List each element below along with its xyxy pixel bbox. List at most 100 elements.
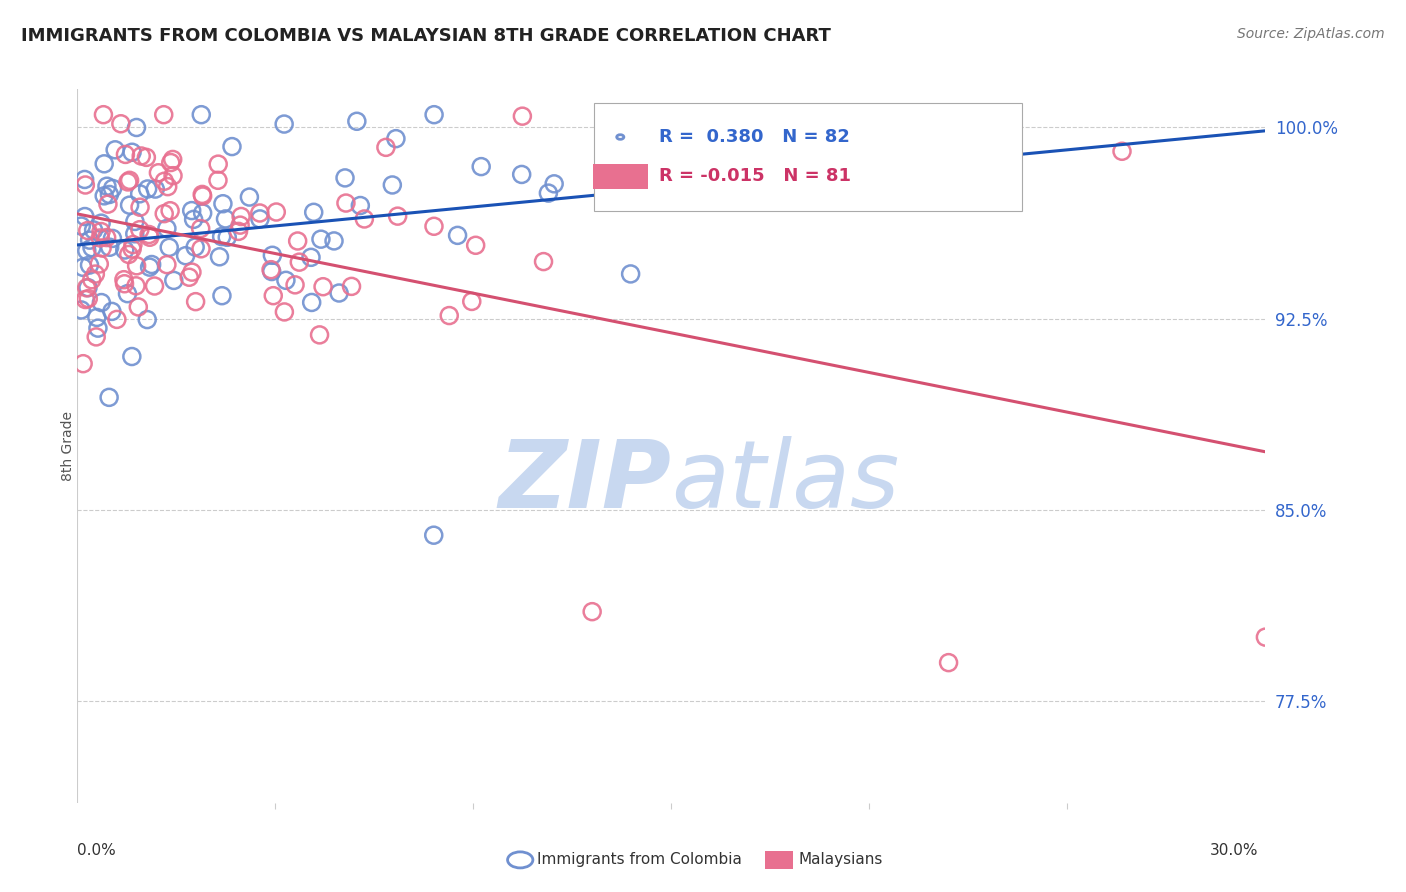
Point: [76, 223, 98, 237]
Point: [159, 203, 181, 218]
Point: [129, 200, 152, 214]
Point: [191, 206, 214, 220]
Point: [96, 179, 118, 194]
Point: [208, 250, 231, 264]
Point: [302, 205, 325, 219]
Point: [84, 267, 107, 281]
Point: [446, 228, 468, 243]
Point: [423, 528, 446, 542]
Point: [125, 259, 148, 273]
Point: [543, 177, 565, 191]
Point: [90, 225, 112, 239]
Point: [122, 237, 145, 252]
Point: [228, 224, 250, 238]
Point: [221, 139, 243, 153]
Point: [121, 145, 143, 160]
Point: [136, 312, 159, 326]
Point: [89, 231, 111, 245]
Point: [73, 210, 96, 224]
Point: [938, 656, 960, 670]
Point: [153, 174, 176, 188]
Point: [249, 211, 271, 226]
Point: [349, 198, 371, 212]
Point: [273, 305, 295, 319]
Point: [1254, 630, 1277, 644]
Point: [262, 288, 284, 302]
Point: [470, 160, 492, 174]
Point: [211, 288, 233, 302]
Point: [148, 166, 170, 180]
Text: Source: ZipAtlas.com: Source: ZipAtlas.com: [1237, 27, 1385, 41]
Point: [93, 189, 115, 203]
Text: 30.0%: 30.0%: [1211, 843, 1258, 858]
Point: [381, 178, 404, 192]
Point: [101, 304, 124, 318]
FancyBboxPatch shape: [595, 103, 1022, 211]
Point: [156, 221, 179, 235]
Point: [118, 173, 141, 187]
Point: [117, 286, 139, 301]
Text: R =  0.380   N = 82: R = 0.380 N = 82: [659, 128, 851, 146]
Point: [98, 240, 121, 254]
Point: [163, 273, 186, 287]
Point: [190, 108, 212, 122]
Text: R = -0.015   N = 81: R = -0.015 N = 81: [659, 168, 852, 186]
Point: [121, 350, 143, 364]
Point: [125, 120, 148, 135]
Point: [262, 248, 284, 262]
Point: [162, 153, 184, 167]
Point: [143, 182, 166, 196]
Point: [181, 265, 204, 279]
Point: [620, 267, 643, 281]
Point: [90, 295, 112, 310]
Point: [138, 227, 160, 242]
Point: [143, 279, 166, 293]
Point: [96, 230, 118, 244]
Point: [214, 211, 236, 226]
Point: [98, 390, 121, 404]
Point: [77, 292, 100, 306]
Point: [128, 222, 150, 236]
Point: [207, 173, 229, 187]
Point: [101, 181, 124, 195]
Point: [621, 108, 644, 122]
Point: [328, 285, 350, 300]
Point: [374, 140, 396, 154]
Point: [152, 108, 174, 122]
Point: [249, 206, 271, 220]
Point: [260, 264, 283, 278]
Point: [77, 280, 100, 294]
Point: [90, 216, 112, 230]
Point: [346, 114, 368, 128]
Point: [461, 294, 484, 309]
Point: [72, 260, 94, 275]
Point: [105, 312, 128, 326]
Point: [124, 214, 146, 228]
Point: [301, 295, 323, 310]
Point: [93, 108, 115, 122]
Point: [323, 234, 346, 248]
Point: [75, 178, 97, 192]
Point: [110, 117, 132, 131]
Point: [385, 131, 408, 145]
Point: [97, 197, 120, 211]
Point: [121, 242, 143, 256]
Y-axis label: 8th Grade: 8th Grade: [60, 411, 75, 481]
Point: [284, 277, 307, 292]
Point: [153, 207, 176, 221]
Point: [157, 240, 180, 254]
Point: [118, 198, 141, 212]
Point: [183, 212, 205, 227]
Point: [114, 243, 136, 257]
Point: [127, 300, 149, 314]
Point: [190, 242, 212, 256]
Point: [423, 108, 446, 122]
Text: Immigrants from Colombia: Immigrants from Colombia: [537, 853, 742, 867]
Point: [266, 205, 288, 219]
Point: [118, 247, 141, 261]
Point: [98, 187, 121, 202]
Point: [533, 254, 555, 268]
Point: [174, 249, 197, 263]
Point: [512, 109, 534, 123]
Point: [124, 227, 146, 241]
